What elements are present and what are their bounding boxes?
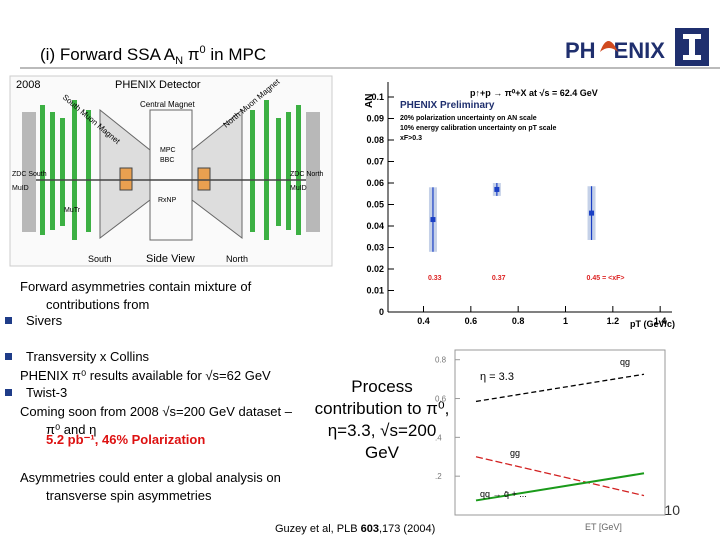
diagram-label: MPC bbox=[160, 147, 176, 154]
logo: PH ENIX bbox=[565, 38, 665, 63]
diagram-label: ZDC South bbox=[12, 171, 47, 178]
x-axis-label: pT (GeV/c) bbox=[630, 319, 675, 329]
y-tick-label: 0.1 bbox=[371, 92, 384, 102]
curve-name: gg bbox=[510, 448, 520, 458]
x-axis-label: ET [GeV] bbox=[585, 522, 622, 532]
diagram-label: South bbox=[88, 254, 112, 264]
y-tick-label: 0.07 bbox=[366, 157, 384, 167]
y-tick-label: .2 bbox=[435, 472, 442, 481]
curve-name: qg bbox=[620, 357, 630, 367]
diagram-label: MuTr bbox=[64, 207, 81, 214]
logo-swirl bbox=[600, 41, 618, 52]
muid-block bbox=[306, 112, 320, 232]
y-tick-label: 0.02 bbox=[366, 264, 384, 274]
x-tick-label: 1 bbox=[563, 316, 568, 326]
x-tick-label: 1.4 bbox=[654, 316, 667, 326]
xf-label: 0.33 bbox=[428, 275, 442, 282]
xf-label: 0.37 bbox=[492, 275, 506, 282]
mpc-south bbox=[119, 167, 133, 191]
bullet: Transversity x Collins bbox=[0, 348, 720, 366]
x-tick-label: 0.4 bbox=[417, 316, 430, 326]
data-point bbox=[494, 186, 500, 192]
diagram-label: 2008 bbox=[16, 79, 40, 91]
y-tick-label: 0.01 bbox=[366, 286, 384, 296]
curve bbox=[475, 456, 645, 497]
paragraph: Forward asymmetries contain mixture of c… bbox=[20, 279, 252, 312]
y-tick-label: 0.05 bbox=[366, 200, 384, 210]
x-tick-label: 0.6 bbox=[465, 316, 478, 326]
slide-title: (i) Forward SSA AN π0 in MPC bbox=[40, 44, 266, 67]
y-tick-label: .4 bbox=[435, 433, 442, 442]
y-tick-label: 0.09 bbox=[366, 114, 384, 124]
y-tick-label: 0.6 bbox=[435, 395, 447, 404]
y-tick-label: 0.04 bbox=[366, 221, 384, 231]
muid-block bbox=[22, 112, 36, 232]
y-tick-label: 0.06 bbox=[366, 178, 384, 188]
xf-label: 0.45 = <xF> bbox=[587, 275, 625, 282]
plot-note: xF>0.3 bbox=[400, 135, 422, 142]
citation: Guzey et al, PLB 603,173 (2004) bbox=[275, 523, 435, 535]
y-tick-label: 0.03 bbox=[366, 243, 384, 253]
illinois-i bbox=[683, 34, 701, 60]
x-tick-label: 1.2 bbox=[607, 316, 620, 326]
diagram-label: MuID bbox=[12, 185, 29, 192]
curve bbox=[475, 373, 645, 403]
process-plot: .2 .4 0.6 0.8 η = 3.3 ET [GeV] qg gg qq → q̄ + .… bbox=[435, 349, 666, 532]
plot-title: p↑+p → π⁰+X at √s = 62.4 GeV bbox=[470, 88, 598, 98]
curve-label: η = 3.3 bbox=[480, 371, 514, 383]
x-tick-label: 0.8 bbox=[512, 316, 525, 326]
data-point bbox=[589, 210, 595, 216]
diagram-label: MuID bbox=[290, 185, 307, 192]
data-point bbox=[430, 217, 436, 223]
diagram-label: Central Magnet bbox=[140, 100, 195, 109]
legend-title: PHENIX Preliminary bbox=[400, 100, 495, 111]
y-tick-label: 0 bbox=[379, 307, 384, 317]
detector-diagram: 2008 PHENIX Detector Central Magnet Sout… bbox=[9, 75, 333, 267]
plot-note: 10% energy calibration uncertainty on pT… bbox=[400, 125, 556, 132]
green-bars bbox=[40, 100, 301, 240]
diagram-label: RxNP bbox=[158, 197, 177, 204]
paragraph: Asymmetries could enter a global analysi… bbox=[20, 470, 281, 503]
y-tick-label: 0.08 bbox=[366, 135, 384, 145]
plot-note: 20% polarization uncertainty on AN scale bbox=[400, 115, 537, 122]
bullet: Sivers bbox=[0, 312, 720, 330]
highlight: 5.2 pb⁻¹, 46% Polarization bbox=[46, 432, 206, 447]
paragraph: Coming soon from 2008 √s=200 GeV dataset… bbox=[20, 404, 292, 437]
diagram-label: PHENIX Detector bbox=[115, 79, 201, 91]
process-note: Process contribution to π⁰, η=3.3, √s=20… bbox=[314, 377, 450, 462]
curve-name: qq → q̄ + ... bbox=[480, 489, 527, 499]
mpc-north bbox=[197, 167, 211, 191]
y-tick-label: 0.8 bbox=[435, 356, 447, 365]
central-magnet bbox=[149, 109, 193, 241]
curve bbox=[475, 472, 645, 502]
diagram-label: Side View bbox=[146, 253, 195, 265]
diagram-label: BBC bbox=[160, 157, 174, 164]
asymmetry-plot: 0 0.01 0.02 0.03 0.04 0.05 0.06 0.07 0.08 0.09 0.1… bbox=[364, 80, 675, 329]
diagram-label: North bbox=[226, 254, 248, 264]
diagram-label: ZDC North bbox=[290, 171, 324, 178]
bullet: Twist-3 bbox=[0, 384, 720, 402]
paragraph: PHENIX π⁰ results available for √s=62 Ge… bbox=[20, 368, 271, 383]
y-axis-label: AN bbox=[364, 94, 375, 108]
page-number: 10 bbox=[664, 502, 680, 518]
